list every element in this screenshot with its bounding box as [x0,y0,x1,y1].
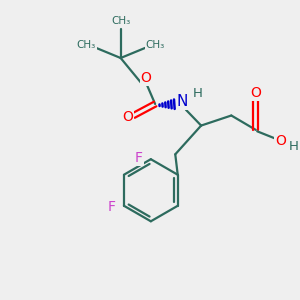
Text: H: H [289,140,299,153]
Text: O: O [140,71,152,85]
Text: O: O [250,86,261,100]
Text: CH₃: CH₃ [146,40,165,50]
Text: O: O [122,110,133,124]
Text: O: O [275,134,286,148]
Text: F: F [108,200,116,214]
Text: H: H [193,87,202,100]
Text: F: F [135,151,143,165]
Text: CH₃: CH₃ [76,40,96,50]
Text: N: N [177,94,188,109]
Text: CH₃: CH₃ [111,16,130,26]
